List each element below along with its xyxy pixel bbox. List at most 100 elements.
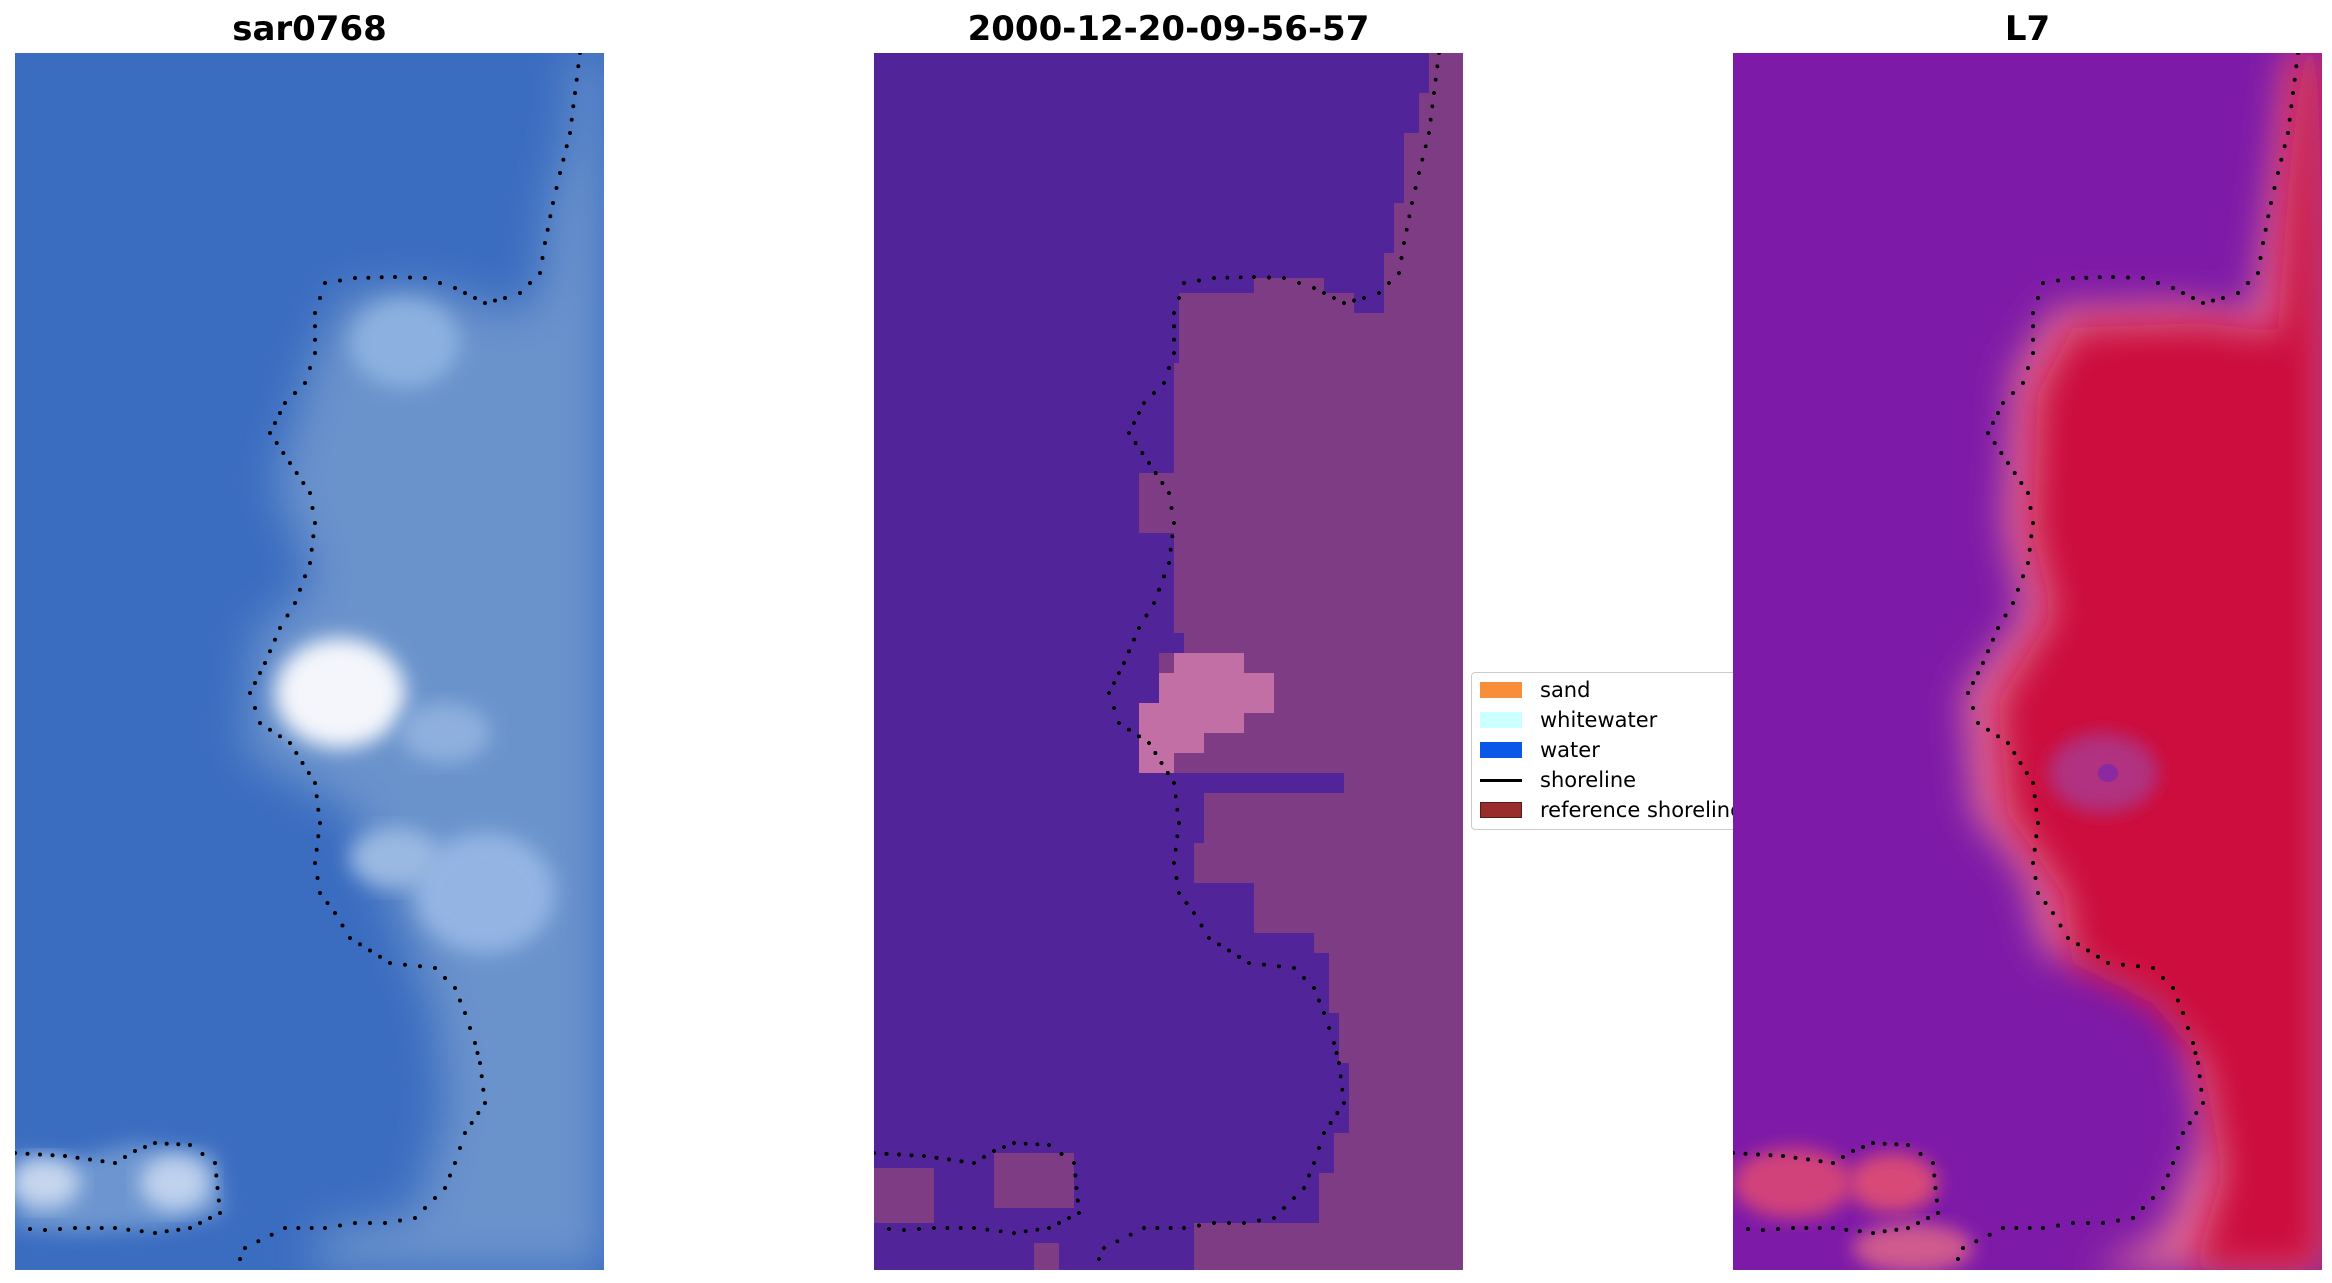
- shoreline-dot: [2151, 966, 2155, 970]
- shoreline-dot: [315, 876, 320, 880]
- shoreline-dot: [576, 64, 581, 69]
- shoreline-dot: [554, 186, 559, 190]
- shoreline-dot: [2166, 1173, 2170, 1178]
- shoreline-dot: [2246, 281, 2250, 285]
- shoreline-dot: [1023, 1141, 1028, 1146]
- shoreline-dot: [2031, 311, 2035, 315]
- shoreline-dot: [2106, 961, 2110, 965]
- shoreline-dot: [1933, 1186, 1938, 1190]
- shoreline-dot: [310, 506, 315, 510]
- shoreline-dot: [216, 1198, 221, 1203]
- shoreline-line-swatch: [1480, 778, 1522, 782]
- shoreline-dot: [1312, 286, 1316, 290]
- legend: sand whitewater water shoreline referenc…: [1471, 672, 1781, 830]
- shoreline-dot: [1312, 986, 1316, 990]
- shoreline-dot: [1067, 1216, 1071, 1220]
- shoreline-dot: [2101, 1221, 2105, 1225]
- shoreline-dot: [73, 1226, 77, 1230]
- shoreline-dot: [2111, 275, 2115, 279]
- shoreline-dot: [408, 275, 412, 280]
- shoreline-dot: [1107, 691, 1111, 695]
- shoreline-dot: [2156, 281, 2160, 285]
- shoreline-dot: [998, 1229, 1003, 1234]
- shoreline-dot: [1177, 891, 1181, 895]
- legend-label-water: water: [1540, 738, 1600, 762]
- shoreline-dot: [288, 741, 292, 745]
- shoreline-dot: [308, 561, 312, 565]
- shoreline-dot: [1212, 276, 1216, 280]
- shoreline-dot: [1112, 681, 1116, 685]
- shoreline-dot: [1340, 1087, 1345, 1092]
- legend-item-whitewater: whitewater: [1480, 706, 1657, 734]
- shoreline-dot: [1168, 547, 1173, 552]
- shoreline-dot: [1182, 281, 1186, 285]
- shoreline-dot: [917, 1227, 921, 1231]
- shoreline-dot: [528, 281, 532, 285]
- shoreline-dot: [1132, 637, 1136, 642]
- shoreline-dot: [153, 1231, 157, 1235]
- shoreline-dot: [469, 1121, 474, 1125]
- shoreline-dot: [473, 296, 477, 300]
- shoreline-dot: [518, 291, 522, 295]
- shoreline-dot: [1377, 291, 1381, 295]
- shoreline-dot: [1162, 381, 1166, 385]
- shoreline-dot: [288, 461, 292, 465]
- shoreline-dot: [1334, 1051, 1339, 1055]
- shoreline-dot: [1841, 1155, 1845, 1159]
- shoreline-dot: [1277, 964, 1281, 969]
- shoreline-dot: [1768, 1153, 1773, 1158]
- shoreline-dot: [1207, 936, 1211, 940]
- index-image-panel: [1733, 53, 2322, 1270]
- shoreline-dot: [1861, 1145, 1865, 1149]
- shoreline-dot: [540, 256, 545, 260]
- shoreline-dot: [268, 727, 272, 732]
- shoreline-dot: [1926, 1216, 1930, 1220]
- shoreline-dot: [1956, 1257, 1960, 1261]
- shoreline-dot: [2181, 291, 2185, 295]
- rgb-image: [15, 53, 604, 1270]
- shoreline-dot: [1133, 441, 1138, 445]
- shoreline-dot: [2161, 976, 2165, 980]
- shoreline-dot: [463, 1131, 467, 1135]
- shoreline-dot: [568, 131, 572, 135]
- shoreline-dot: [313, 324, 317, 329]
- shoreline-dot: [2151, 1196, 2155, 1200]
- shoreline-dot: [473, 1041, 477, 1045]
- shoreline-dot: [1996, 626, 2000, 630]
- shoreline-dot: [1743, 1151, 1748, 1156]
- shoreline-dot: [2071, 1221, 2075, 1225]
- shoreline-dot: [301, 481, 306, 485]
- shoreline-dot: [2116, 1218, 2120, 1223]
- shoreline-dot: [2287, 117, 2292, 122]
- shoreline-dot: [214, 1173, 219, 1178]
- shoreline-dot: [1157, 587, 1161, 592]
- shoreline-dot: [113, 1161, 117, 1165]
- shoreline-dot: [1776, 1227, 1780, 1231]
- shoreline-dot: [1399, 256, 1404, 260]
- shoreline-dot: [1170, 534, 1175, 539]
- shoreline-dot: [1322, 1011, 1326, 1015]
- shoreline-dot: [88, 1157, 92, 1162]
- shoreline-dot: [2076, 942, 2080, 947]
- shoreline-dot: [2181, 1131, 2185, 1135]
- shoreline-dot: [1871, 1231, 1875, 1235]
- shoreline-dot: [2084, 275, 2089, 280]
- shoreline-dot: [1167, 491, 1171, 495]
- shoreline-dot: [1302, 976, 1306, 980]
- shoreline-dot: [1433, 77, 1438, 82]
- shoreline-dot: [438, 281, 442, 285]
- shoreline-dot: [388, 961, 392, 965]
- shoreline-dot: [897, 1152, 901, 1157]
- shoreline-dot: [2026, 491, 2030, 495]
- shoreline-dot: [1871, 1141, 1875, 1145]
- shoreline-dot: [2034, 834, 2039, 839]
- shoreline-dot: [2292, 77, 2297, 82]
- shoreline-dot: [2191, 1041, 2195, 1045]
- shoreline-dot: [2021, 574, 2025, 579]
- shoreline-dot: [1906, 1143, 1910, 1147]
- shoreline-dot: [333, 911, 337, 915]
- index-land-area: [1998, 53, 2322, 1270]
- shoreline-dot: [909, 1153, 914, 1158]
- shoreline-dot: [218, 1211, 222, 1215]
- shoreline-dot: [1132, 421, 1136, 425]
